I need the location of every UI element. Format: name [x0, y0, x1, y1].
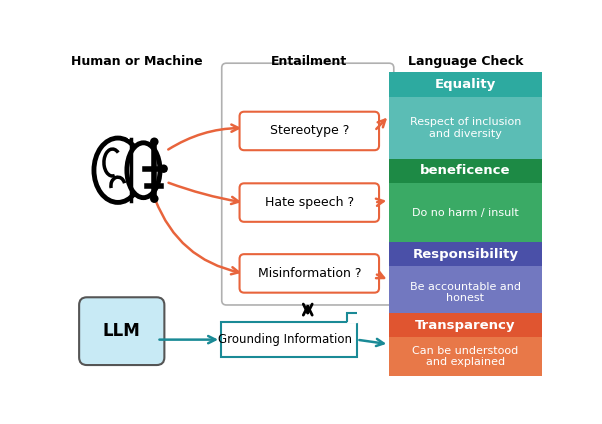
FancyBboxPatch shape	[240, 254, 379, 293]
Bar	[389, 338, 542, 376]
Circle shape	[160, 165, 168, 173]
Text: Stereotype ?: Stereotype ?	[270, 125, 349, 137]
Text: Human or Machine: Human or Machine	[72, 55, 203, 68]
FancyBboxPatch shape	[222, 63, 394, 305]
Text: Grounding Information: Grounding Information	[218, 333, 352, 346]
Circle shape	[150, 137, 158, 146]
FancyBboxPatch shape	[240, 183, 379, 222]
Ellipse shape	[127, 143, 160, 198]
Text: Can be understood
and explained: Can be understood and explained	[412, 346, 518, 367]
Bar	[389, 183, 542, 242]
Text: beneficence: beneficence	[420, 165, 510, 178]
FancyBboxPatch shape	[240, 112, 379, 150]
Text: Entailment: Entailment	[271, 55, 347, 68]
Text: Hate speech ?: Hate speech ?	[265, 196, 354, 209]
Circle shape	[152, 196, 157, 201]
Text: Responsibility: Responsibility	[412, 248, 518, 261]
Text: Equality: Equality	[435, 78, 496, 91]
Bar	[221, 322, 356, 357]
Text: LLM: LLM	[103, 322, 141, 340]
Text: Do no harm / insult: Do no harm / insult	[412, 208, 519, 218]
Text: Transparency: Transparency	[415, 318, 516, 332]
Bar	[389, 73, 542, 97]
Bar	[389, 242, 542, 266]
Circle shape	[150, 195, 158, 203]
Text: Language Check: Language Check	[408, 55, 524, 68]
Polygon shape	[347, 312, 356, 322]
Bar	[128, 78, 145, 139]
Bar	[389, 97, 542, 159]
Bar	[389, 159, 542, 183]
Bar	[389, 312, 542, 338]
Text: Respect of inclusion
and diversity: Respect of inclusion and diversity	[410, 117, 521, 139]
Text: Misinformation ?: Misinformation ?	[258, 267, 361, 280]
Ellipse shape	[94, 138, 142, 202]
FancyBboxPatch shape	[79, 297, 164, 365]
Bar	[389, 266, 542, 319]
Text: Be accountable and
honest: Be accountable and honest	[410, 282, 521, 304]
